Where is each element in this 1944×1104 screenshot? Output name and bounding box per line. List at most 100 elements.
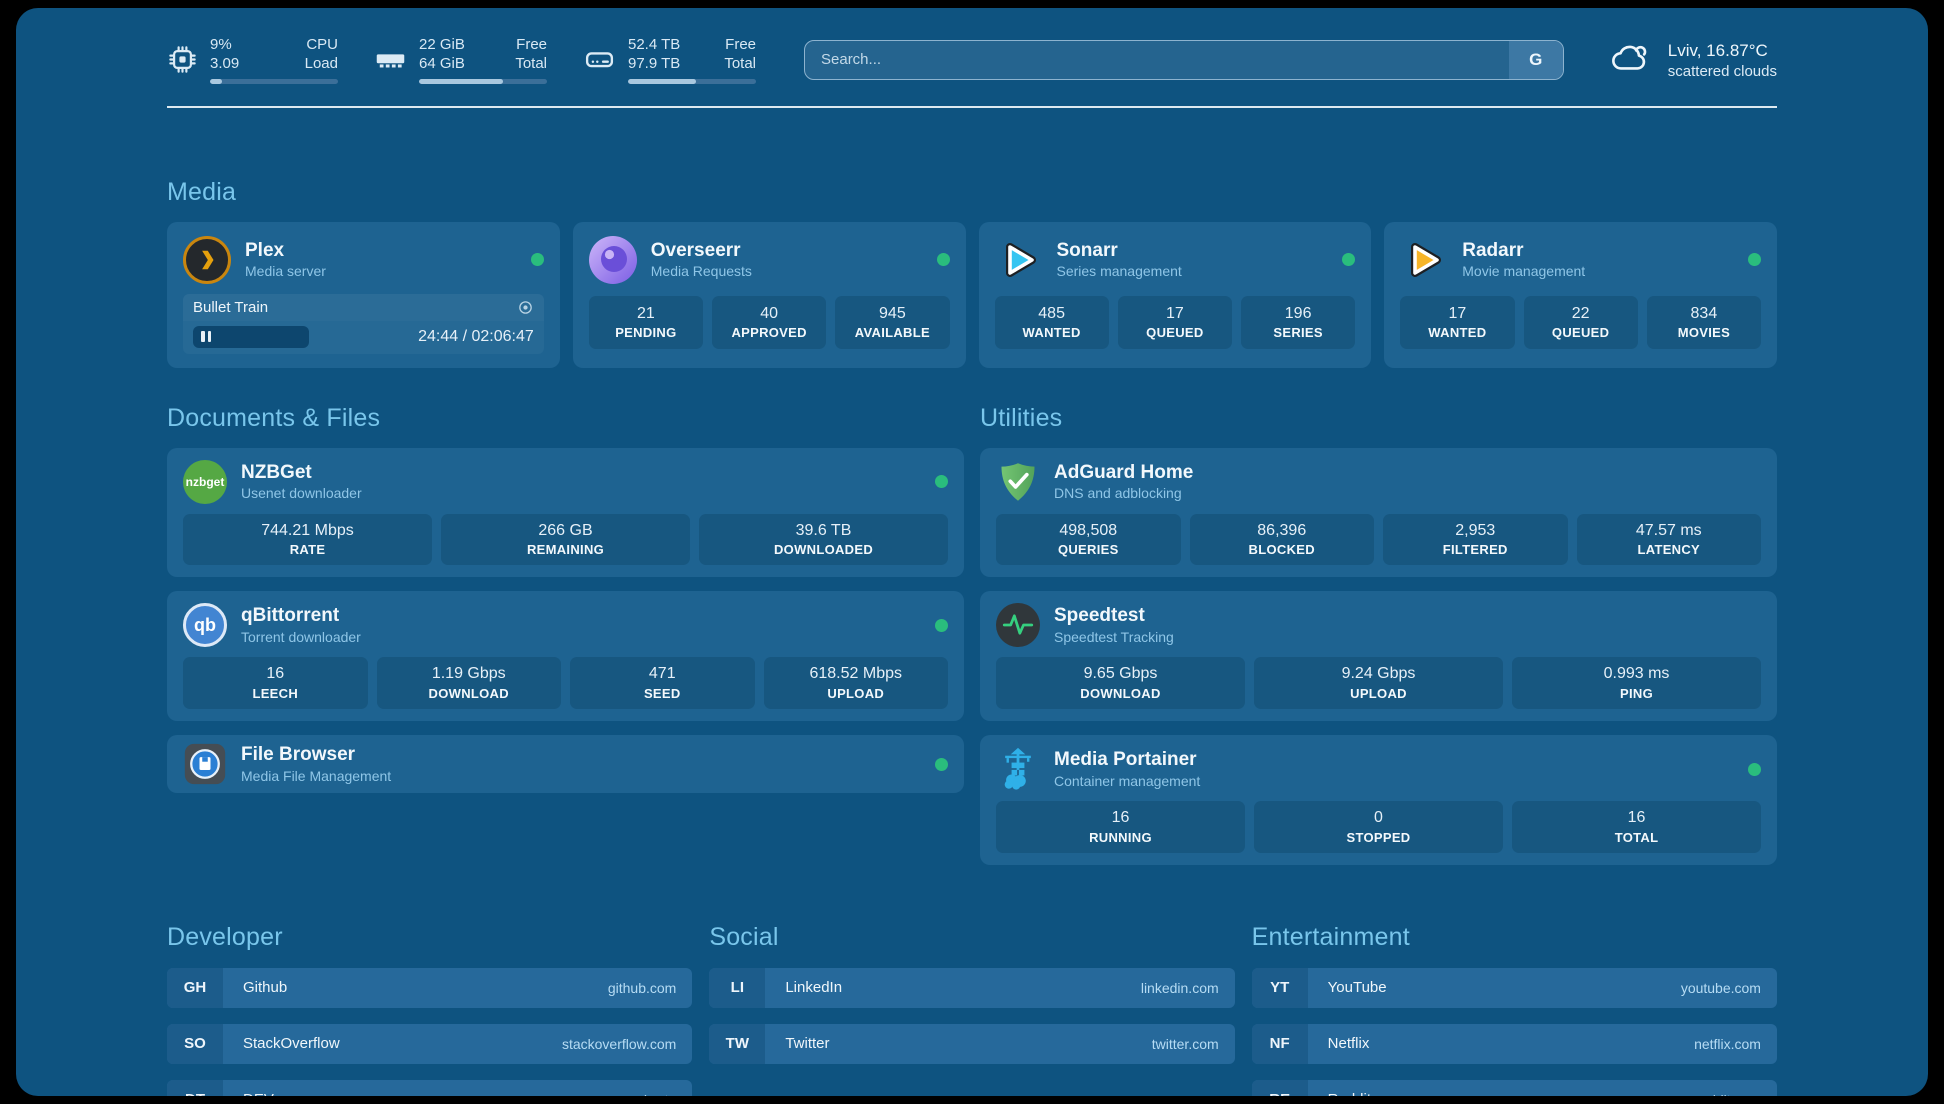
app-subtitle: Series management <box>1056 263 1182 280</box>
storage-total-value: 97.9 TB <box>628 54 681 72</box>
status-dot <box>936 253 950 266</box>
nzbget-card[interactable]: nzbget NZBGet Usenet downloader 744.21 M… <box>167 447 964 578</box>
section-title-social: Social <box>709 922 779 951</box>
app-subtitle: Usenet downloader <box>241 485 362 502</box>
developer-bookmarks: Developer GH Github github.com SO StackO… <box>167 922 693 1096</box>
bookmark-stackoverflow[interactable]: SO StackOverflow stackoverflow.com <box>167 1023 693 1064</box>
stat-queued: 17 QUEUED <box>1117 295 1232 350</box>
bookmark-dev[interactable]: DT DEV dev.to <box>167 1079 693 1096</box>
section-title-documents: Documents & Files <box>167 403 381 432</box>
status-dot <box>1342 253 1356 266</box>
app-title: NZBGet <box>241 461 312 483</box>
storage-progress-bar <box>628 78 756 84</box>
stat-upload: 9.24 Gbps UPLOAD <box>1254 657 1503 710</box>
bookmark-name: Netflix <box>1327 1035 1370 1053</box>
documents-column: Documents & Files nzbget NZBGet Usenet d… <box>167 404 964 879</box>
bookmark-linkedin[interactable]: LI LinkedIn linkedin.com <box>709 967 1235 1008</box>
pause-button[interactable] <box>193 325 309 348</box>
app-subtitle: Speedtest Tracking <box>1054 629 1174 646</box>
status-dot <box>935 618 948 632</box>
bookmark-twitter[interactable]: TW Twitter twitter.com <box>709 1023 1235 1064</box>
filebrowser-icon <box>183 742 227 786</box>
stat-ping: 0.993 ms PING <box>1512 657 1761 710</box>
pause-icon <box>201 331 211 342</box>
search-bar: G <box>804 39 1564 80</box>
playback-row: 24:44 / 02:06:47 <box>183 320 544 354</box>
qbittorrent-card[interactable]: qb qBittorrent Torrent downloader 16 LEE… <box>167 591 964 722</box>
bookmark-url: dev.to <box>639 1092 692 1096</box>
filebrowser-card[interactable]: File Browser Media File Management <box>167 735 964 794</box>
stat-series: 196 SERIES <box>1241 295 1356 350</box>
stat-downloaded: 39.6 TB DOWNLOADED <box>699 513 948 566</box>
nzbget-icon: nzbget <box>183 459 227 504</box>
stat-approved: 40 APPROVED <box>712 295 827 350</box>
portainer-card[interactable]: Media Portainer Container management 16 … <box>980 735 1777 865</box>
stat-pending: 21 PENDING <box>588 295 703 350</box>
header-divider <box>167 105 1777 108</box>
bookmark-name: StackOverflow <box>243 1035 340 1053</box>
qbittorrent-icon: qb <box>183 603 227 648</box>
adguard-icon <box>996 460 1040 504</box>
weather-widget[interactable]: Lviv, 16.87°C scattered clouds <box>1606 36 1777 83</box>
stat-download: 9.65 Gbps DOWNLOAD <box>996 657 1245 710</box>
now-playing-title: Bullet Train <box>193 298 269 316</box>
stat-running: 16 RUNNING <box>996 801 1245 853</box>
bookmark-name: YouTube <box>1327 979 1387 997</box>
storage-free-label: Free <box>725 36 756 53</box>
bookmark-reddit[interactable]: RE Reddit reddit.com <box>1251 1079 1777 1096</box>
bookmark-netflix[interactable]: NF Netflix netflix.com <box>1251 1023 1777 1064</box>
bookmark-youtube[interactable]: YT YouTube youtube.com <box>1251 967 1777 1008</box>
bookmark-url: stackoverflow.com <box>561 1035 677 1052</box>
storage-free-value: 52.4 TB <box>628 36 681 53</box>
status-dot <box>1748 762 1761 776</box>
sonarr-card[interactable]: Sonarr Series management 485 WANTED 17 Q… <box>978 221 1372 368</box>
section-title-media: Media <box>167 177 237 206</box>
overseerr-card[interactable]: Overseerr Media Requests 21 PENDING 40 A… <box>572 221 966 368</box>
app-title: File Browser <box>241 744 356 766</box>
bookmark-url: netflix.com <box>1694 1035 1761 1052</box>
stat-total: 16 TOTAL <box>1512 801 1761 853</box>
settings-icon[interactable] <box>517 299 534 316</box>
app-subtitle: Media server <box>245 263 326 280</box>
stat-leech: 16 LEECH <box>183 657 368 710</box>
stat-queued: 22 QUEUED <box>1523 295 1638 350</box>
sonarr-icon <box>995 236 1043 284</box>
bookmark-tag: DT <box>167 1079 223 1096</box>
section-title-developer: Developer <box>167 922 283 951</box>
memory-stat: 22 GiB 64 GiB Free Total <box>374 36 547 84</box>
cpu-label: CPU <box>306 36 338 53</box>
portainer-icon <box>996 747 1040 791</box>
stat-latency: 47.57 ms LATENCY <box>1576 513 1761 566</box>
app-subtitle: Container management <box>1054 772 1201 789</box>
cpu-load-value: 3.09 <box>210 54 240 72</box>
radarr-card[interactable]: Radarr Movie management 17 WANTED 22 QUE… <box>1384 221 1777 368</box>
stat-wanted: 485 WANTED <box>994 295 1109 350</box>
adguard-card[interactable]: AdGuard Home DNS and adblocking 498,508 … <box>980 447 1777 578</box>
memory-progress-bar <box>419 78 547 84</box>
bookmark-url: reddit.com <box>1696 1092 1777 1096</box>
cpu-progress-bar <box>210 78 338 84</box>
stat-filtered: 2,953 FILTERED <box>1383 513 1568 566</box>
app-title: Media Portainer <box>1054 749 1197 771</box>
top-bar: 9% 3.09 CPU Load <box>167 36 1777 84</box>
cpu-stat: 9% 3.09 CPU Load <box>167 36 338 84</box>
search-input[interactable] <box>804 39 1564 80</box>
search-engine-button[interactable]: G <box>1508 40 1563 79</box>
bookmark-github[interactable]: GH Github github.com <box>167 967 693 1008</box>
speedtest-card[interactable]: Speedtest Speedtest Tracking 9.65 Gbps D… <box>980 591 1777 722</box>
disk-icon <box>583 43 616 76</box>
section-title-entertainment: Entertainment <box>1251 922 1410 951</box>
memory-total-label: Total <box>515 54 547 72</box>
bookmark-name: Reddit <box>1308 1091 1371 1096</box>
media-grid: Plex Media server Bullet Train <box>167 221 1777 368</box>
app-title: qBittorrent <box>241 605 340 627</box>
app-subtitle: Movie management <box>1462 263 1586 280</box>
bookmark-tag: GH <box>167 967 223 1008</box>
ram-icon <box>374 43 407 76</box>
utilities-column: Utilities AdGuard <box>980 404 1777 879</box>
playback-time: 24:44 / 02:06:47 <box>418 327 534 345</box>
app-title: Overseerr <box>650 239 741 261</box>
overseerr-icon <box>588 235 637 284</box>
storage-total-label: Total <box>724 54 756 72</box>
plex-card[interactable]: Plex Media server Bullet Train <box>167 221 560 368</box>
